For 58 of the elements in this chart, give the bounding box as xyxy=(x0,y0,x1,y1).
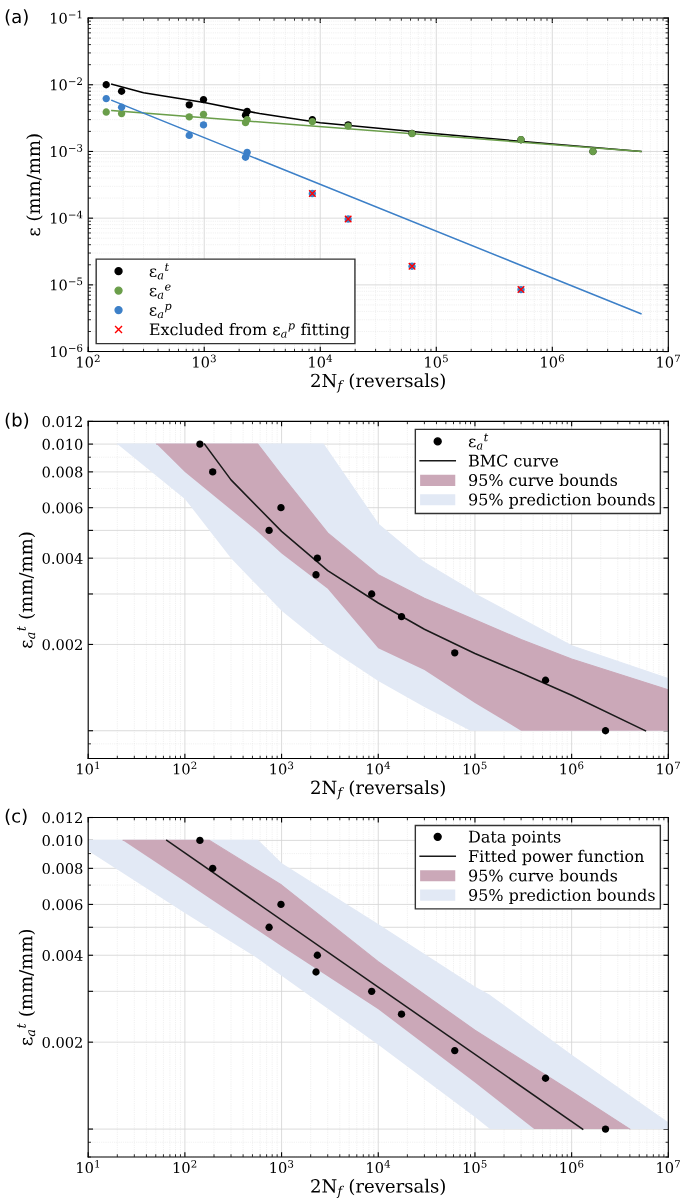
y-tick-label: 0.008 xyxy=(42,466,83,478)
y-tick-label: 0.006 xyxy=(42,502,83,514)
y-tick-label: 10$^{−2}$ xyxy=(50,77,82,91)
legend-label: 95% curve bounds xyxy=(469,869,618,882)
x-tick-label: 10$^{3}$ xyxy=(193,354,216,368)
x-axis-title: 2N$_{f}$ (reversals) xyxy=(311,1178,445,1198)
x-tick-label: 10$^{4}$ xyxy=(367,761,391,775)
y-axis-title: ε$_{a}$$^{t}$ (mm/mm) xyxy=(17,929,36,1046)
x-axis-title: 2N$_{f}$ (reversals) xyxy=(311,373,445,393)
chart-title: (c) xyxy=(5,808,27,825)
y-tick-label: 0.012 xyxy=(42,812,82,824)
y-tick-label: 10$^{−4}$ xyxy=(50,210,83,224)
x-tick-label: 10$^{6}$ xyxy=(560,761,584,775)
legend-label: ε$_{a}$$^{t}$ xyxy=(149,263,170,280)
y-tick-label: 0.002 xyxy=(42,1036,82,1048)
x-tick-label: 10$^{7}$ xyxy=(657,1160,680,1174)
x-tick-label: 10$^{5}$ xyxy=(463,1160,487,1174)
x-tick-label: 10$^{1}$ xyxy=(77,1160,100,1174)
x-tick-label: 10$^{5}$ xyxy=(463,761,487,775)
legend-label: 95% prediction bounds xyxy=(469,888,655,905)
legend-label: ε$_{a}$$^{t}$ xyxy=(468,433,489,450)
x-tick-label: 10$^{7}$ xyxy=(657,761,680,775)
legend-label: 95% prediction bounds xyxy=(469,493,655,509)
legend-label: ε$_{a}$$^{p}$ xyxy=(149,303,172,319)
legend-label: BMC curve xyxy=(468,454,558,467)
y-axis-title: ε (mm/mm) xyxy=(26,134,43,236)
legend-label: Data points xyxy=(468,830,561,846)
x-tick-label: 10$^{6}$ xyxy=(560,1160,584,1174)
y-tick-label: 0.008 xyxy=(42,863,83,875)
y-tick-label: 10$^{−1}$ xyxy=(50,10,82,24)
x-axis-title: 2N$_{f}$ (reversals) xyxy=(311,780,445,800)
legend-label: ε$_{a}$$^{e}$ xyxy=(149,284,171,299)
x-tick-label: 10$^{5}$ xyxy=(425,354,448,368)
x-tick-label: 10$^{1}$ xyxy=(77,761,100,775)
x-tick-label: 10$^{7}$ xyxy=(657,354,680,368)
x-tick-label: 10$^{4}$ xyxy=(367,1160,391,1174)
legend-label: Excluded from ε$_{a}$$^{p}$ fitting xyxy=(149,322,350,339)
x-tick-label: 10$^{6}$ xyxy=(541,354,565,368)
chart-title: (a) xyxy=(5,9,28,26)
x-tick-label: 10$^{4}$ xyxy=(309,354,333,368)
x-tick-label: 10$^{2}$ xyxy=(173,761,197,775)
y-tick-label: 0.010 xyxy=(42,835,83,847)
y-tick-label: 0.006 xyxy=(42,899,83,911)
legend-label: Fitted power function xyxy=(468,849,644,866)
x-tick-label: 10$^{2}$ xyxy=(173,1160,197,1174)
legend-label: 95% curve bounds xyxy=(469,473,618,487)
y-axis-title: ε$_{a}$$^{t}$ (mm/mm) xyxy=(17,532,36,648)
x-tick-label: 10$^{3}$ xyxy=(270,1160,294,1174)
y-tick-label: 0.004 xyxy=(42,949,83,961)
x-tick-label: 10$^{3}$ xyxy=(270,761,294,775)
y-tick-label: 10$^{−5}$ xyxy=(50,277,83,291)
chart-title: (b) xyxy=(5,412,29,429)
y-tick-label: 0.010 xyxy=(42,438,83,450)
y-tick-label: 0.004 xyxy=(42,552,83,564)
y-tick-label: 0.002 xyxy=(42,639,82,651)
y-tick-label: 0.012 xyxy=(42,416,82,428)
y-tick-label: 10$^{−3}$ xyxy=(50,144,83,158)
x-tick-label: 10$^{2}$ xyxy=(77,354,100,368)
